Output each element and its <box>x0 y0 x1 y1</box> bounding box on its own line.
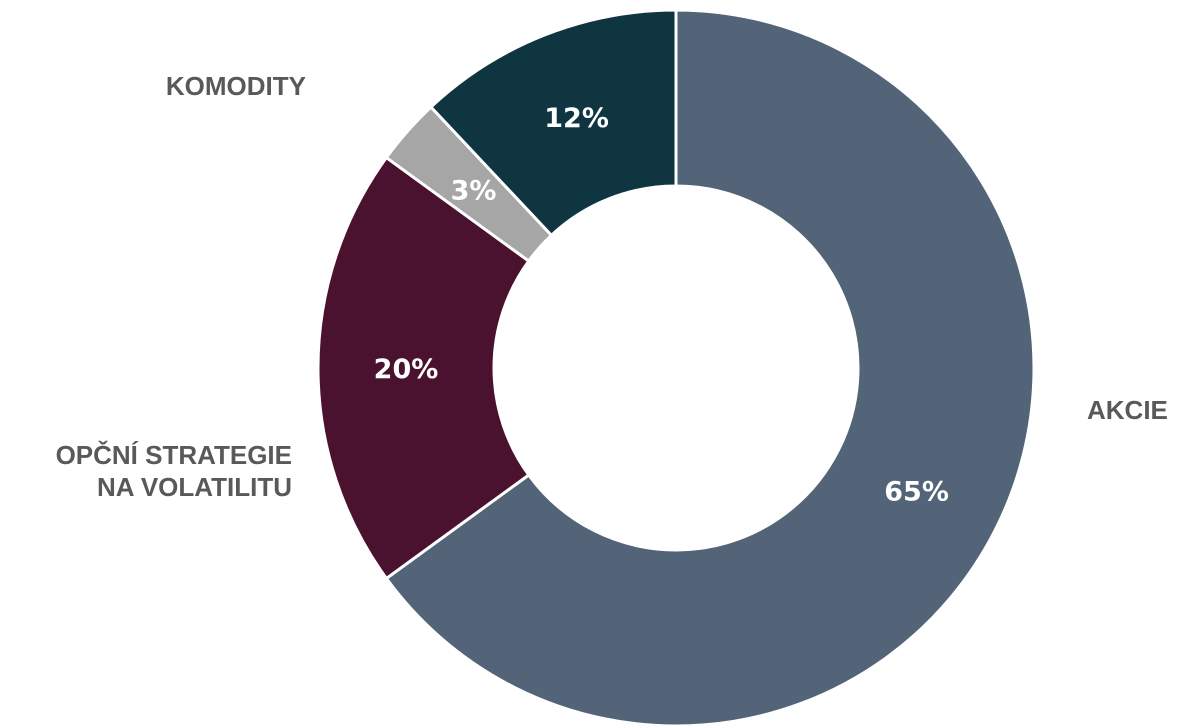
slice-komodity <box>429 8 678 237</box>
value-label-slice-3: 3% <box>451 175 497 206</box>
value-labels: 65% 20% 3% 12% <box>374 103 949 508</box>
value-label-opcni-strategie-na-volatilitu: 20% <box>374 354 439 385</box>
category-label-komodity: KOMODITY <box>166 71 306 101</box>
value-label-komodity: 12% <box>544 103 609 134</box>
category-labels: AKCIE OPČNÍ STRATEGIE NA VOLATILITU KOMODIT… <box>56 71 1168 502</box>
category-label-opcni-strategie-na-volatilitu: OPČNÍ STRATEGIE NA VOLATILITU <box>56 440 292 502</box>
slice-opcni-strategie-na-volatilitu <box>316 156 531 580</box>
donut-slices <box>316 8 1036 725</box>
slice-akcie <box>384 8 1036 725</box>
category-label-akcie: AKCIE <box>1087 395 1168 425</box>
value-label-akcie: 65% <box>884 477 949 508</box>
